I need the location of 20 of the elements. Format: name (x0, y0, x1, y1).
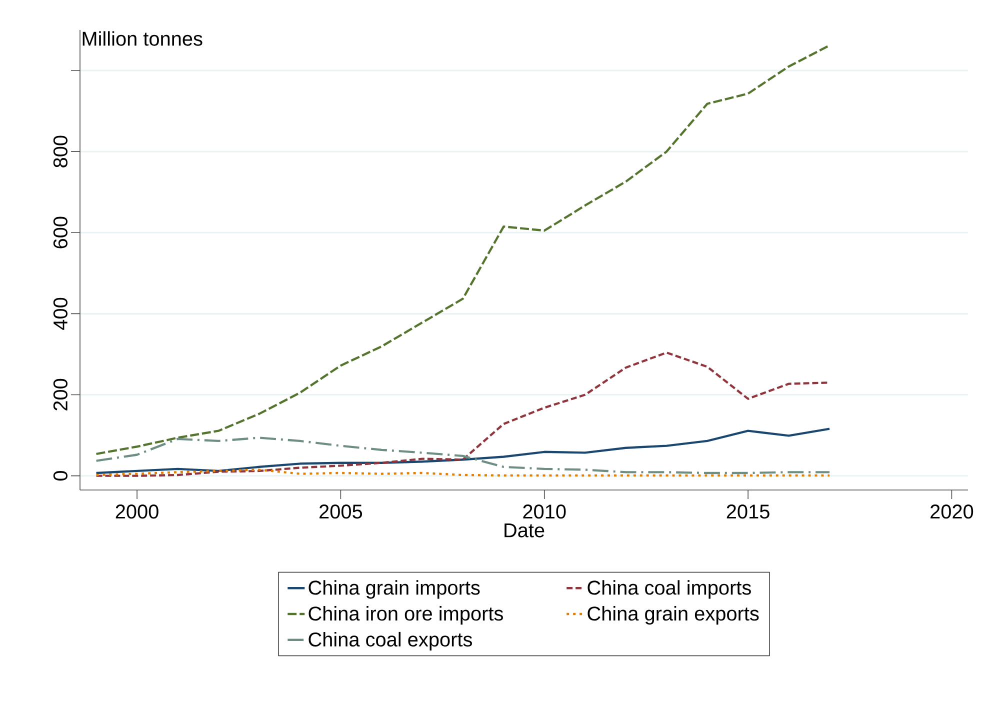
legend-label: China coal imports (588, 580, 751, 599)
x-tick-label: 2005 (320, 504, 362, 519)
y-tick-label: 0 (53, 471, 68, 481)
line-series (95, 436, 831, 474)
line-series (95, 44, 831, 456)
legend-label: China coal exports (308, 632, 472, 651)
legend-label: China grain exports (588, 606, 759, 625)
legend-label: China iron ore imports (308, 606, 503, 625)
y-tick-label: 800 (53, 136, 68, 168)
line-series (95, 428, 831, 474)
y-axis-title: Million tonnes (82, 31, 202, 46)
x-tick-label: 2010 (523, 504, 566, 519)
x-tick-label: 2000 (116, 504, 158, 519)
x-tick-label: 2020 (930, 504, 974, 519)
x-axis-title: Date (504, 523, 544, 538)
y-tick-label: 200 (53, 378, 68, 410)
legend-label: China grain imports (308, 580, 480, 599)
y-tick-label: 400 (53, 298, 68, 330)
x-tick-label: 2015 (726, 504, 770, 519)
y-tick-label: 600 (53, 216, 68, 248)
